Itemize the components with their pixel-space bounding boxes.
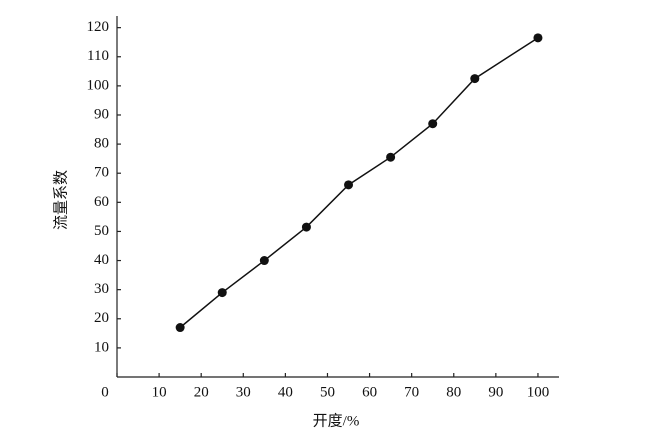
data-point (301, 222, 311, 232)
x-tick-label: 10 (152, 384, 167, 400)
x-axis-label: 开度/% (313, 412, 360, 429)
data-point (533, 33, 543, 43)
data-point (344, 180, 354, 190)
x-tick-label: 40 (278, 384, 293, 400)
y-tick-label: 90 (94, 106, 109, 122)
y-tick-label: 40 (94, 252, 109, 268)
y-tick-label: 50 (94, 223, 109, 239)
x-tick-label: 100 (527, 384, 550, 400)
y-tick-label: 10 (94, 339, 109, 355)
data-point (386, 152, 396, 162)
x-tick-label: 30 (236, 384, 251, 400)
x-tick-label: 90 (488, 384, 503, 400)
y-tick-label: 120 (87, 19, 110, 35)
y-tick-label: 20 (94, 310, 109, 326)
x-tick-label: 20 (194, 384, 209, 400)
y-tick-label: 100 (87, 77, 110, 93)
x-tick-label: 50 (320, 384, 335, 400)
data-line (179, 37, 539, 329)
x-tick-label: 0 (101, 384, 109, 400)
data-point (428, 119, 438, 129)
x-tick-label: 60 (362, 384, 377, 400)
y-tick-label: 80 (94, 136, 109, 152)
data-point (259, 256, 269, 266)
y-tick-label: 110 (87, 48, 109, 64)
data-point (470, 74, 480, 84)
y-tick-label: 70 (94, 165, 109, 181)
y-axis-label: 流量系数 (52, 170, 69, 230)
x-tick-label: 70 (404, 384, 419, 400)
data-point (175, 323, 185, 333)
y-tick-label: 30 (94, 281, 109, 297)
data-point (217, 288, 227, 298)
x-tick-label: 80 (446, 384, 461, 400)
y-tick-label: 60 (94, 194, 109, 210)
